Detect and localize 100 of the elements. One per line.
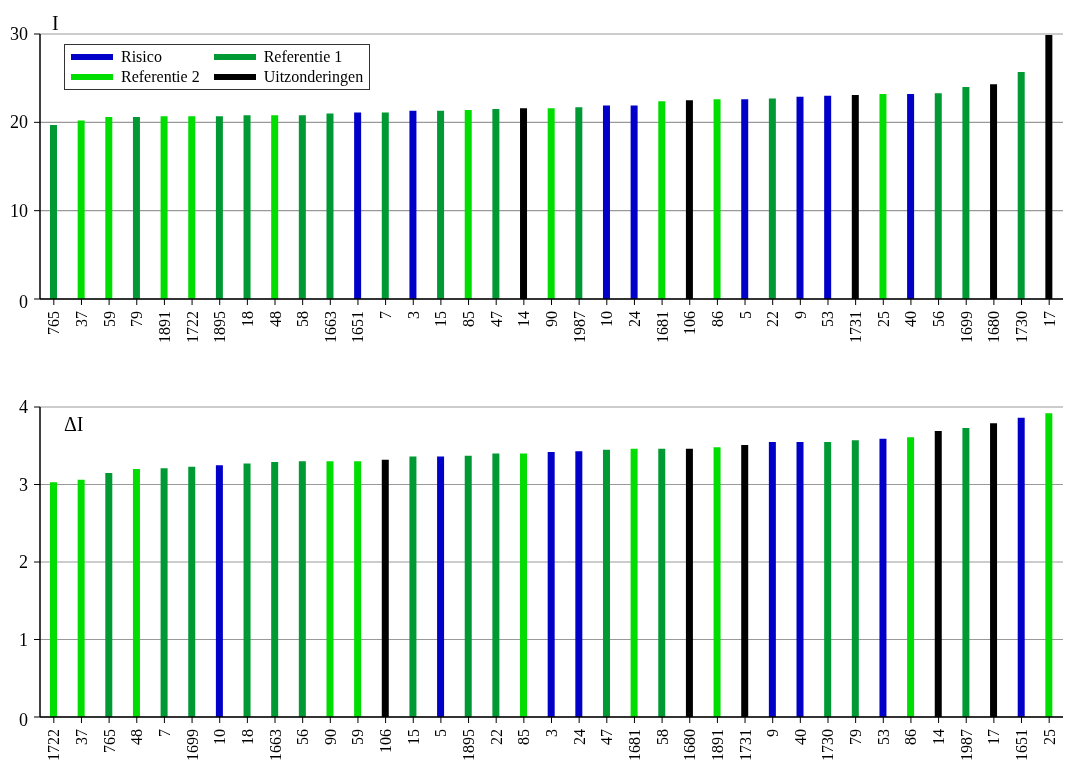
legend-label: Referentie 2 <box>121 67 200 87</box>
x-tick-label: 15 <box>404 729 422 745</box>
bar <box>354 461 362 717</box>
x-tick-label: 79 <box>847 729 865 745</box>
bar <box>658 448 666 717</box>
x-tick-label: 56 <box>294 729 312 745</box>
y-tick-label: 30 <box>10 24 28 44</box>
y-tick-label: 0 <box>19 710 28 730</box>
bar <box>851 440 859 717</box>
x-tick-label: 1651 <box>1013 729 1031 761</box>
bar <box>879 438 887 717</box>
x-tick-label: 86 <box>708 311 726 327</box>
x-tick-label: 47 <box>598 729 616 745</box>
bar <box>77 479 85 717</box>
bar <box>437 110 445 299</box>
bar <box>630 105 638 299</box>
bar <box>188 466 196 717</box>
bar <box>768 441 776 717</box>
x-tick-label: 1681 <box>625 729 643 761</box>
x-tick-label: 1895 <box>211 311 229 343</box>
bar <box>713 99 721 299</box>
x-tick-label: 56 <box>930 311 948 327</box>
x-tick-label: 17 <box>985 729 1003 745</box>
x-tick-label: 48 <box>266 311 284 327</box>
bar <box>132 469 140 717</box>
bar <box>326 461 334 717</box>
x-tick-label: 40 <box>902 311 920 327</box>
x-tick-label: 53 <box>874 729 892 745</box>
bar <box>160 116 168 299</box>
bar <box>105 472 113 717</box>
x-tick-label: 1891 <box>155 311 173 343</box>
bar <box>796 96 804 299</box>
x-tick-label: 79 <box>128 311 146 327</box>
x-tick-label: 7 <box>155 729 173 737</box>
bar <box>520 453 528 717</box>
x-tick-label: 90 <box>543 311 560 327</box>
x-tick-label: 1731 <box>736 729 754 761</box>
x-tick-label: 85 <box>515 729 533 745</box>
x-tick-label: 1987 <box>957 729 975 761</box>
x-tick-label: 106 <box>681 311 699 335</box>
x-tick-label: 9 <box>791 311 809 319</box>
x-tick-label: 24 <box>625 311 643 327</box>
x-tick-label: 3 <box>404 311 422 319</box>
x-tick-label: 59 <box>349 729 367 745</box>
x-tick-label: 86 <box>902 729 920 745</box>
y-tick-label: 4 <box>19 397 28 417</box>
bar <box>77 120 85 299</box>
bar <box>243 463 251 717</box>
x-tick-label: 90 <box>321 729 339 745</box>
x-tick-label: 1681 <box>653 311 671 343</box>
x-tick-label: 1731 <box>847 311 865 343</box>
bar <box>602 449 610 717</box>
legend-label: Uitzonderingen <box>263 67 364 87</box>
bar <box>354 112 362 299</box>
bar <box>879 94 887 299</box>
bar <box>188 116 196 299</box>
x-tick-label: 1699 <box>957 311 975 343</box>
chart-title: I <box>52 12 59 35</box>
bar <box>243 115 251 299</box>
x-tick-label: 37 <box>72 729 90 745</box>
x-tick-label: 1651 <box>349 311 367 343</box>
x-tick-label: 1680 <box>681 729 699 761</box>
x-tick-label: 47 <box>487 311 505 327</box>
bar <box>464 455 472 717</box>
bar <box>326 113 334 299</box>
x-tick-label: 14 <box>930 729 948 745</box>
x-tick-label: 18 <box>238 311 256 327</box>
x-tick-label: 59 <box>100 311 118 327</box>
x-tick-label: 58 <box>294 311 312 327</box>
bar <box>741 99 749 299</box>
bar <box>575 107 583 299</box>
bar <box>132 117 140 299</box>
x-tick-label: 1730 <box>1013 311 1031 343</box>
x-tick-label: 1663 <box>321 311 339 343</box>
x-tick-label: 7 <box>377 311 395 319</box>
bar <box>215 465 223 717</box>
x-tick-label: 765 <box>100 729 118 753</box>
bar <box>768 98 776 299</box>
x-tick-label: 25 <box>874 311 892 327</box>
bar <box>298 115 306 299</box>
x-tick-label: 40 <box>791 729 809 745</box>
bar <box>934 93 942 299</box>
bar <box>796 441 804 717</box>
bar <box>547 451 555 717</box>
x-tick-label: 1730 <box>819 729 837 761</box>
x-tick-label: 1699 <box>183 729 201 761</box>
x-tick-label: 1680 <box>985 311 1003 343</box>
x-tick-label: 3 <box>543 729 560 737</box>
bar <box>962 87 970 299</box>
y-tick-label: 2 <box>19 552 28 572</box>
x-tick-label: 1895 <box>460 729 478 761</box>
x-tick-label: 1891 <box>708 729 726 761</box>
x-tick-label: 9 <box>764 729 782 737</box>
x-tick-label: 17 <box>1040 311 1058 327</box>
x-tick-label: 85 <box>460 311 478 327</box>
chart-title: ΔI <box>64 413 84 436</box>
x-tick-label: 765 <box>45 311 63 335</box>
bar <box>271 462 279 717</box>
bar <box>1017 417 1025 717</box>
y-tick-label: 3 <box>19 474 28 495</box>
